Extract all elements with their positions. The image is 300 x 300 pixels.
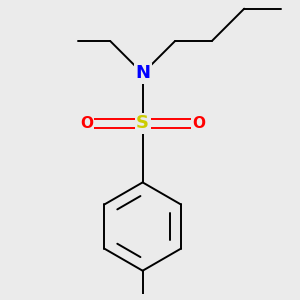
Text: O: O (80, 116, 93, 131)
Text: O: O (192, 116, 205, 131)
Text: N: N (135, 64, 150, 82)
Text: S: S (136, 115, 149, 133)
